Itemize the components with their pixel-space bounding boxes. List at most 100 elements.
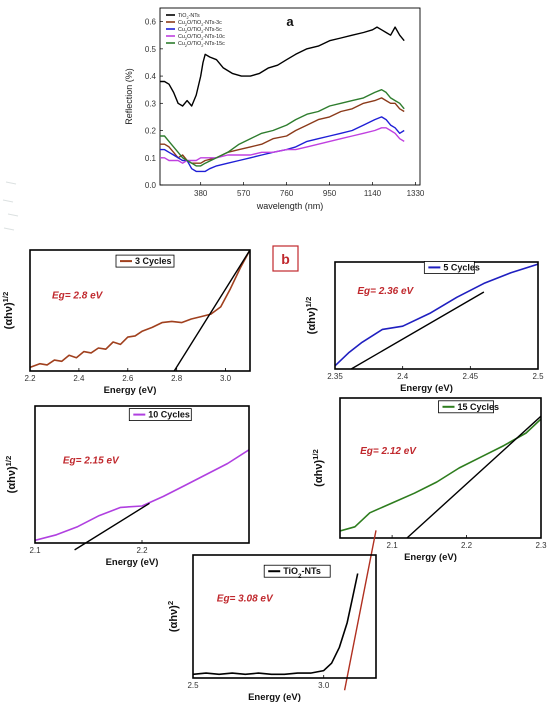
x-tick-label: 2.6 bbox=[122, 374, 134, 383]
x-axis-label: Energy (eV) bbox=[400, 383, 453, 394]
chart-4: 2.1 2.2 2.3 Energy (eV) (αhν)1/2 15 Cycles Eg=… bbox=[311, 397, 547, 563]
legend-box bbox=[263, 564, 331, 578]
band-gap-annotation: Eg= 2.12 eV bbox=[360, 446, 417, 457]
tangent-line bbox=[343, 530, 377, 691]
band-gap-annotation: Eg= 3.08 eV bbox=[217, 594, 274, 605]
x-tick-label: 570 bbox=[237, 189, 251, 198]
x-axis-label: Energy (eV) bbox=[404, 552, 457, 563]
edge-mark bbox=[5, 181, 17, 185]
series-line bbox=[30, 250, 250, 369]
chart-5: 2.5 3.0 Energy (eV) (αhν)2 TiO2-NTs Eg= 3.08 … bbox=[166, 530, 377, 703]
x-tick-label: 2.45 bbox=[463, 372, 479, 381]
x-tick-label: 2.1 bbox=[29, 546, 41, 555]
legend-box bbox=[115, 254, 175, 268]
x-tick-label: 2.2 bbox=[136, 546, 148, 555]
band-gap-annotation: Eg= 2.15 eV bbox=[63, 456, 120, 467]
y-axis-label: (αhν)1/2 bbox=[1, 292, 16, 330]
x-tick-label: 760 bbox=[280, 189, 294, 198]
chart-a: 0.0 0.1 0.2 0.3 0.4 0.5 0.6 380 570 760 950 1140 133… bbox=[124, 7, 425, 211]
edge-mark bbox=[2, 199, 14, 203]
legend-entry: 3 Cycles bbox=[135, 256, 172, 266]
legend-entry: 15 Cycles bbox=[458, 402, 500, 412]
x-tick-label: 950 bbox=[323, 189, 337, 198]
x-axis-label: Energy (eV) bbox=[106, 557, 159, 568]
legend-box bbox=[128, 408, 192, 421]
y-axis-label: (αhν)1/2 bbox=[4, 456, 19, 494]
x-tick-label: 2.5 bbox=[532, 372, 544, 381]
legend-entry: 5 Cycles bbox=[443, 262, 480, 272]
x-tick-label: 380 bbox=[194, 189, 208, 198]
plot-frame bbox=[192, 554, 377, 679]
chart-1: 2.2 2.4 2.6 2.8 3.0 Energy (eV) (αhν)1/2 3 Cycl… bbox=[1, 245, 299, 396]
x-axis-label: wavelength (nm) bbox=[256, 201, 324, 211]
series-line bbox=[160, 89, 405, 167]
series-line bbox=[35, 449, 249, 542]
legend-box bbox=[423, 261, 475, 274]
x-tick-label: 2.8 bbox=[171, 374, 183, 383]
edge-mark bbox=[3, 227, 15, 231]
x-axis-label: Energy (eV) bbox=[248, 692, 301, 703]
legend-entry: Cu2O/TiO2-NTs-10c bbox=[178, 34, 225, 41]
series-line bbox=[160, 97, 405, 164]
x-tick-label: 2.5 bbox=[187, 681, 199, 690]
plot-frame bbox=[29, 249, 251, 372]
series-line bbox=[335, 263, 538, 367]
tangent-line bbox=[74, 502, 150, 551]
plot-frame bbox=[334, 261, 539, 370]
x-tick-label: 2.2 bbox=[24, 374, 36, 383]
series-line bbox=[340, 418, 541, 532]
x-tick-label: 2.35 bbox=[327, 372, 343, 381]
tangent-line bbox=[173, 249, 251, 372]
legend-entry: TiO2-NTs bbox=[178, 13, 200, 20]
y-tick-label: 0.6 bbox=[145, 18, 157, 27]
y-axis-label-group: (αhν)1/2 bbox=[4, 456, 19, 494]
tangent-line bbox=[406, 415, 542, 539]
x-axis-label: Energy (eV) bbox=[104, 385, 157, 396]
x-tick-label: 2.1 bbox=[387, 541, 399, 550]
panel-label-b: b bbox=[281, 251, 290, 267]
x-tick-label: 2.2 bbox=[461, 541, 473, 550]
y-tick-label: 0.0 bbox=[145, 181, 157, 190]
legend-entry: 10 Cycles bbox=[148, 410, 190, 420]
x-tick-label: 2.4 bbox=[397, 372, 409, 381]
y-axis-label: (αhν)1/2 bbox=[311, 449, 326, 487]
y-axis-label: Reflection (%) bbox=[124, 68, 134, 125]
y-tick-label: 0.2 bbox=[145, 127, 157, 136]
x-tick-label: 1140 bbox=[364, 189, 382, 198]
plot-frame bbox=[339, 397, 542, 539]
legend-entry: TiO2-NTs bbox=[283, 566, 321, 580]
legend-entry: Cu2O/TiO2-NTs-15c bbox=[178, 41, 225, 48]
y-tick-label: 0.1 bbox=[145, 154, 157, 163]
x-tick-label: 3.0 bbox=[220, 374, 232, 383]
series-line bbox=[160, 127, 405, 164]
series-line bbox=[193, 573, 359, 676]
y-tick-label: 0.4 bbox=[145, 72, 157, 81]
y-axis-label: (αhν)1/2 bbox=[304, 297, 319, 335]
legend-entry: Cu2O/TiO2-NTs-5c bbox=[178, 27, 222, 34]
plot-frame bbox=[159, 7, 421, 186]
edge-marks bbox=[2, 181, 19, 231]
panel-label-a: a bbox=[286, 14, 294, 29]
chart-2: 2.35 2.4 2.45 2.5 Energy (eV) (αhν)1/2 5 Cycle… bbox=[304, 261, 544, 394]
chart-3: 2.1 2.2 Energy (eV) (αhν)1/2 10 Cycles Eg= 2.… bbox=[4, 405, 250, 568]
y-axis-label-group: (αhν)1/2 bbox=[304, 297, 319, 335]
band-gap-annotation: Eg= 2.8 eV bbox=[52, 290, 104, 301]
band-gap-annotation: Eg= 2.36 eV bbox=[357, 286, 414, 297]
legend-box bbox=[438, 400, 494, 414]
y-tick-label: 0.3 bbox=[145, 99, 157, 108]
series-line bbox=[160, 26, 405, 107]
y-tick-label: 0.5 bbox=[145, 45, 157, 54]
legend-entry: Cu2O/TiO2-NTs-3c bbox=[178, 20, 222, 27]
y-axis-label-group: (αhν)1/2 bbox=[1, 292, 16, 330]
y-axis-label-group: (αhν)1/2 bbox=[311, 449, 326, 487]
x-tick-label: 2.4 bbox=[73, 374, 85, 383]
plot-frame bbox=[34, 405, 250, 544]
y-axis-label-group: (αhν)2 bbox=[166, 601, 181, 632]
series-line bbox=[160, 116, 405, 173]
y-axis-label: (αhν)2 bbox=[166, 601, 181, 632]
tangent-line bbox=[350, 291, 485, 370]
x-tick-label: 1330 bbox=[407, 189, 425, 198]
x-tick-label: 3.0 bbox=[318, 681, 330, 690]
panel-label-box bbox=[272, 245, 299, 272]
